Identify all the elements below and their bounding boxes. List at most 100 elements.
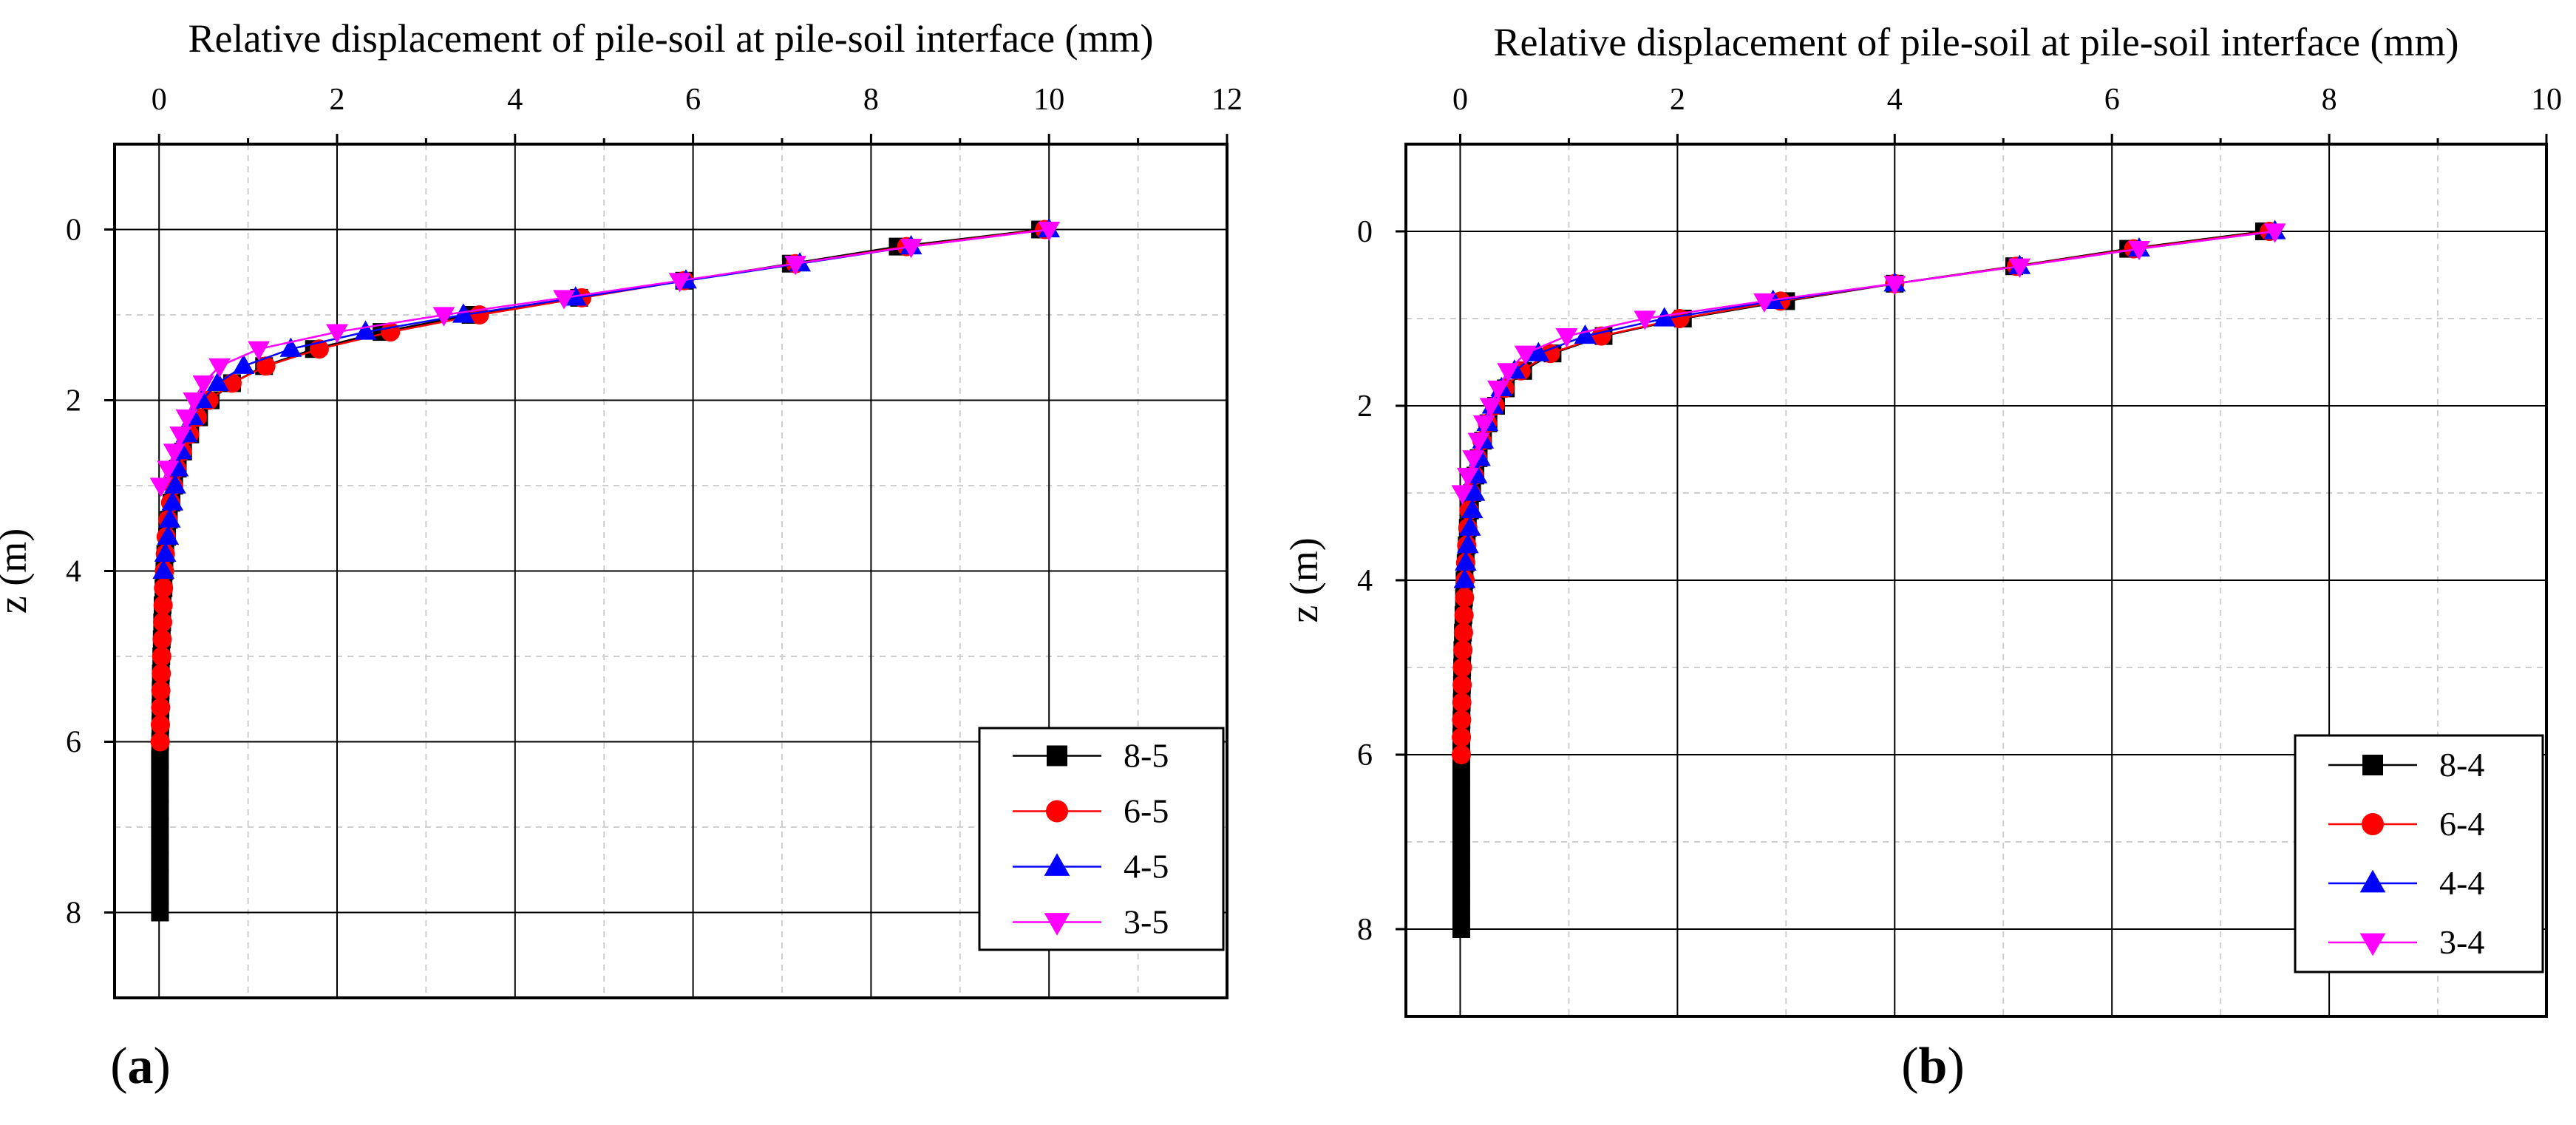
y-tick-label: 4 [1357, 564, 1373, 598]
data-point-8-4 [1452, 798, 1470, 816]
data-point-6-5 [152, 629, 172, 649]
data-point-8-5 [151, 818, 169, 836]
legend-marker-3-4 [2359, 933, 2386, 956]
data-point-6-5 [256, 356, 276, 376]
series-3-5 [149, 221, 1061, 497]
x-axis: 0 2 4 6 8 10 12 [152, 83, 1243, 144]
data-point-4-4 [1527, 341, 1550, 361]
data-point-6-5 [153, 595, 173, 615]
data-point-3-5 [169, 426, 191, 446]
data-point-3-4 [1456, 467, 1479, 488]
legend-label-8-5: 8-5 [1124, 737, 1169, 775]
data-point-6-4 [1452, 675, 1472, 695]
legend-box [978, 727, 1225, 951]
data-point-8-4 [1452, 868, 1470, 886]
legend-marker-6-4 [2362, 813, 2384, 835]
data-point-4-5 [161, 491, 184, 511]
data-point-3-5 [157, 460, 180, 480]
data-point-3-4 [1883, 276, 1906, 296]
data-point-3-5 [183, 392, 205, 412]
x-tick-label: 4 [1887, 83, 1903, 117]
data-point-8-4 [1452, 833, 1470, 851]
data-point-3-4 [2128, 241, 2150, 261]
data-point-6-4 [1452, 658, 1472, 677]
x-tick-label: 6 [685, 83, 701, 117]
data-point-4-5 [163, 474, 186, 494]
data-point-4-5 [354, 320, 377, 340]
y-axis: 0 2 4 6 8 [1357, 215, 1406, 947]
data-point-6-5 [151, 681, 171, 701]
data-point-3-4 [1451, 485, 1474, 505]
data-point-8-5 [151, 801, 169, 819]
data-point-3-4 [1472, 415, 1495, 435]
data-point-3-5 [192, 375, 215, 395]
data-point-3-4 [1462, 450, 1484, 470]
data-point-8-4 [1452, 920, 1470, 938]
data-point-6-5 [152, 647, 171, 666]
legend-label-3-5: 3-5 [1124, 903, 1169, 941]
data-point-3-5 [163, 443, 186, 463]
data-point-4-4 [1456, 534, 1479, 554]
series-line-3-4 [1461, 230, 2275, 494]
data-point-3-5 [553, 290, 575, 310]
data-point-4-5 [158, 508, 181, 528]
panel-label: (b) [1901, 1038, 1965, 1095]
x-tick-label: 8 [2322, 83, 2337, 117]
data-point-6-4 [1454, 605, 1474, 625]
panel-label: (a) [110, 1038, 171, 1095]
data-point-3-5 [668, 273, 691, 293]
legend: 8-5 6-5 4-5 3-5 [978, 727, 1225, 951]
series-line-3-5 [160, 228, 1050, 486]
data-point-3-5 [1038, 221, 1061, 242]
data-point-3-5 [248, 341, 270, 361]
x-tick-label: 10 [2531, 83, 2562, 117]
y-tick-label: 8 [66, 897, 81, 931]
data-point-6-4 [1452, 710, 1472, 730]
data-point-6-4 [1451, 745, 1471, 764]
data-point-6-5 [222, 373, 242, 393]
legend-marker-4-4 [2359, 869, 2386, 893]
x-tick-label: 10 [1033, 83, 1064, 117]
y-tick-label: 4 [66, 555, 81, 589]
data-point-6-5 [153, 612, 173, 632]
data-point-4-5 [154, 542, 177, 562]
data-point-8-5 [151, 750, 169, 768]
data-point-4-5 [152, 559, 175, 580]
data-point-6-4 [1453, 622, 1473, 642]
x-axis-title: Relative displacement of pile-soil at pi… [188, 16, 1153, 61]
data-point-3-4 [2008, 258, 2031, 278]
data-point-6-4 [1452, 693, 1472, 713]
series-4-5 [152, 217, 1061, 580]
data-point-4-5 [232, 354, 255, 374]
x-tick-label: 2 [330, 83, 345, 117]
data-point-8-4 [1452, 815, 1470, 834]
x-axis-title: Relative displacement of pile-soil at pi… [1493, 20, 2458, 64]
data-point-3-4 [1467, 432, 1490, 452]
data-point-4-4 [1653, 307, 1676, 327]
data-point-4-4 [1458, 516, 1481, 536]
data-point-6-4 [1453, 640, 1473, 660]
legend-marker-3-5 [1044, 913, 1070, 936]
data-point-8-5 [151, 869, 169, 888]
data-point-4-5 [279, 337, 302, 357]
data-point-8-5 [151, 835, 169, 854]
data-point-8-5 [151, 767, 169, 785]
series-4-4 [1453, 220, 2286, 588]
data-point-3-5 [784, 256, 806, 276]
legend-marker-8-4 [2362, 755, 2383, 775]
x-tick-label: 4 [507, 83, 523, 117]
chart-panel-a: 0 2 4 6 8 10 12 0 2 4 6 8 Relative displacement of p… [0, 16, 1243, 1095]
data-point-8-4 [1452, 763, 1470, 781]
data-point-3-5 [432, 307, 455, 327]
legend-label-3-4: 3-4 [2439, 923, 2484, 961]
data-point-3-5 [326, 324, 348, 344]
data-point-4-4 [1461, 498, 1484, 519]
chart-panel-b: 0 2 4 6 8 10 0 2 4 6 8 Relative displacement of pil… [1282, 20, 2562, 1095]
legend-marker-6-5 [1046, 800, 1068, 823]
legend-label-4-5: 4-5 [1124, 848, 1169, 886]
legend-label-8-4: 8-4 [2439, 746, 2484, 784]
y-tick-label: 0 [1357, 215, 1373, 249]
data-point-4-4 [1463, 481, 1486, 501]
data-point-4-5 [206, 371, 229, 391]
